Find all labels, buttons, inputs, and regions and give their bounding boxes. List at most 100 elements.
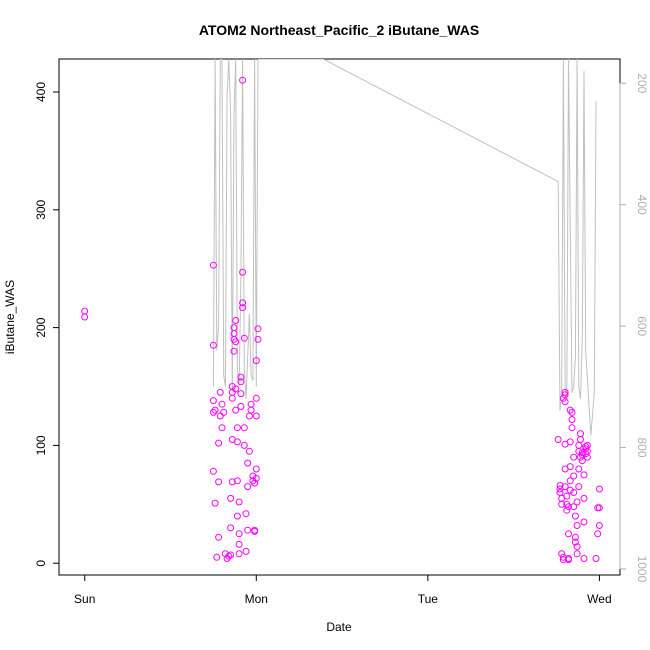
- data-point: [558, 500, 566, 508]
- data-point: [592, 555, 600, 562]
- plot-frame: [58, 58, 621, 576]
- data-point: [220, 408, 228, 416]
- data-point: [218, 400, 226, 408]
- data-point: [580, 471, 588, 479]
- axes-layer: Sun Mon Tue Wed 0 100 200 300 400 200 400 600 800 100…: [34, 73, 649, 606]
- data-point: [254, 325, 262, 333]
- data-point: [251, 479, 259, 487]
- y-tick-label: 100: [34, 435, 48, 455]
- data-point: [583, 453, 591, 461]
- x-tick-label: Tue: [418, 592, 439, 606]
- x-tick-label: Mon: [245, 592, 268, 606]
- data-point: [240, 334, 248, 342]
- data-point: [566, 406, 574, 414]
- y2-tick-label: 600: [635, 316, 649, 336]
- data-point: [245, 412, 253, 420]
- data-point: [559, 556, 567, 564]
- x-tick-label: Wed: [587, 592, 611, 606]
- data-point: [239, 268, 247, 276]
- data-point: [213, 553, 221, 561]
- data-point: [209, 261, 217, 269]
- data-point: [582, 443, 590, 451]
- data-point: [561, 388, 569, 396]
- data-point: [218, 424, 226, 432]
- data-point: [209, 341, 217, 349]
- data-point: [568, 416, 576, 423]
- y-tick-label: 200: [34, 317, 48, 337]
- data-point: [216, 388, 224, 396]
- data-point: [577, 430, 584, 438]
- data-point: [235, 498, 243, 506]
- data-point: [558, 550, 566, 558]
- data-point: [228, 394, 236, 402]
- data-point: [237, 390, 245, 398]
- data-point: [566, 438, 574, 446]
- data-point: [215, 533, 223, 541]
- data-points-layer: [81, 76, 603, 564]
- data-point: [556, 482, 564, 489]
- data-point: [575, 483, 583, 491]
- data-point: [233, 438, 241, 446]
- data-point: [580, 494, 588, 502]
- data-point: [571, 533, 579, 541]
- data-point: [566, 486, 574, 494]
- data-point: [239, 299, 247, 307]
- data-point: [568, 408, 576, 416]
- data-point: [247, 400, 255, 408]
- data-point: [583, 441, 591, 449]
- data-point: [240, 441, 248, 449]
- data-point: [232, 338, 240, 346]
- data-point: [566, 463, 574, 471]
- data-point: [565, 556, 572, 564]
- data-point: [81, 313, 89, 321]
- data-point: [595, 504, 603, 512]
- data-point: [235, 540, 243, 548]
- data-point: [228, 478, 236, 486]
- y2-tick-label: 800: [635, 438, 649, 458]
- data-point: [232, 385, 240, 393]
- data-point: [563, 492, 571, 500]
- data-point: [570, 503, 578, 511]
- data-point: [575, 465, 583, 473]
- x-axis-title: Date: [326, 620, 352, 634]
- data-point: [573, 522, 581, 529]
- chart-title: ATOM2 Northeast_Pacific_2 iButane_WAS: [199, 22, 479, 38]
- data-point: [244, 459, 252, 467]
- data-point: [209, 397, 217, 405]
- data-point: [227, 551, 235, 559]
- data-point: [237, 378, 245, 386]
- data-point: [594, 530, 602, 538]
- data-point: [235, 550, 243, 558]
- data-point: [254, 335, 262, 343]
- data-point: [575, 447, 583, 455]
- data-point: [244, 483, 252, 491]
- x-tick-label: Sun: [74, 592, 95, 606]
- y-tick-label: 0: [34, 560, 48, 567]
- data-point: [580, 555, 588, 562]
- data-point: [575, 441, 583, 449]
- data-point: [561, 483, 569, 491]
- data-point: [568, 424, 576, 432]
- data-point: [252, 474, 260, 482]
- data-point: [211, 406, 219, 414]
- y2-tick-label: 1000: [635, 556, 649, 583]
- y2-tick-label: 200: [635, 73, 649, 93]
- data-point: [570, 453, 578, 461]
- data-point: [571, 512, 579, 520]
- data-point: [232, 317, 240, 324]
- data-point: [225, 552, 233, 560]
- data-point: [227, 524, 235, 532]
- data-point: [573, 550, 581, 558]
- data-point: [580, 518, 588, 526]
- data-point: [595, 485, 603, 493]
- data-point: [561, 398, 569, 406]
- data-point: [242, 510, 250, 518]
- data-point: [570, 489, 578, 496]
- data-point: [571, 538, 579, 546]
- data-point: [565, 530, 572, 538]
- data-point: [239, 304, 247, 312]
- data-point: [573, 498, 581, 506]
- data-point: [577, 436, 584, 443]
